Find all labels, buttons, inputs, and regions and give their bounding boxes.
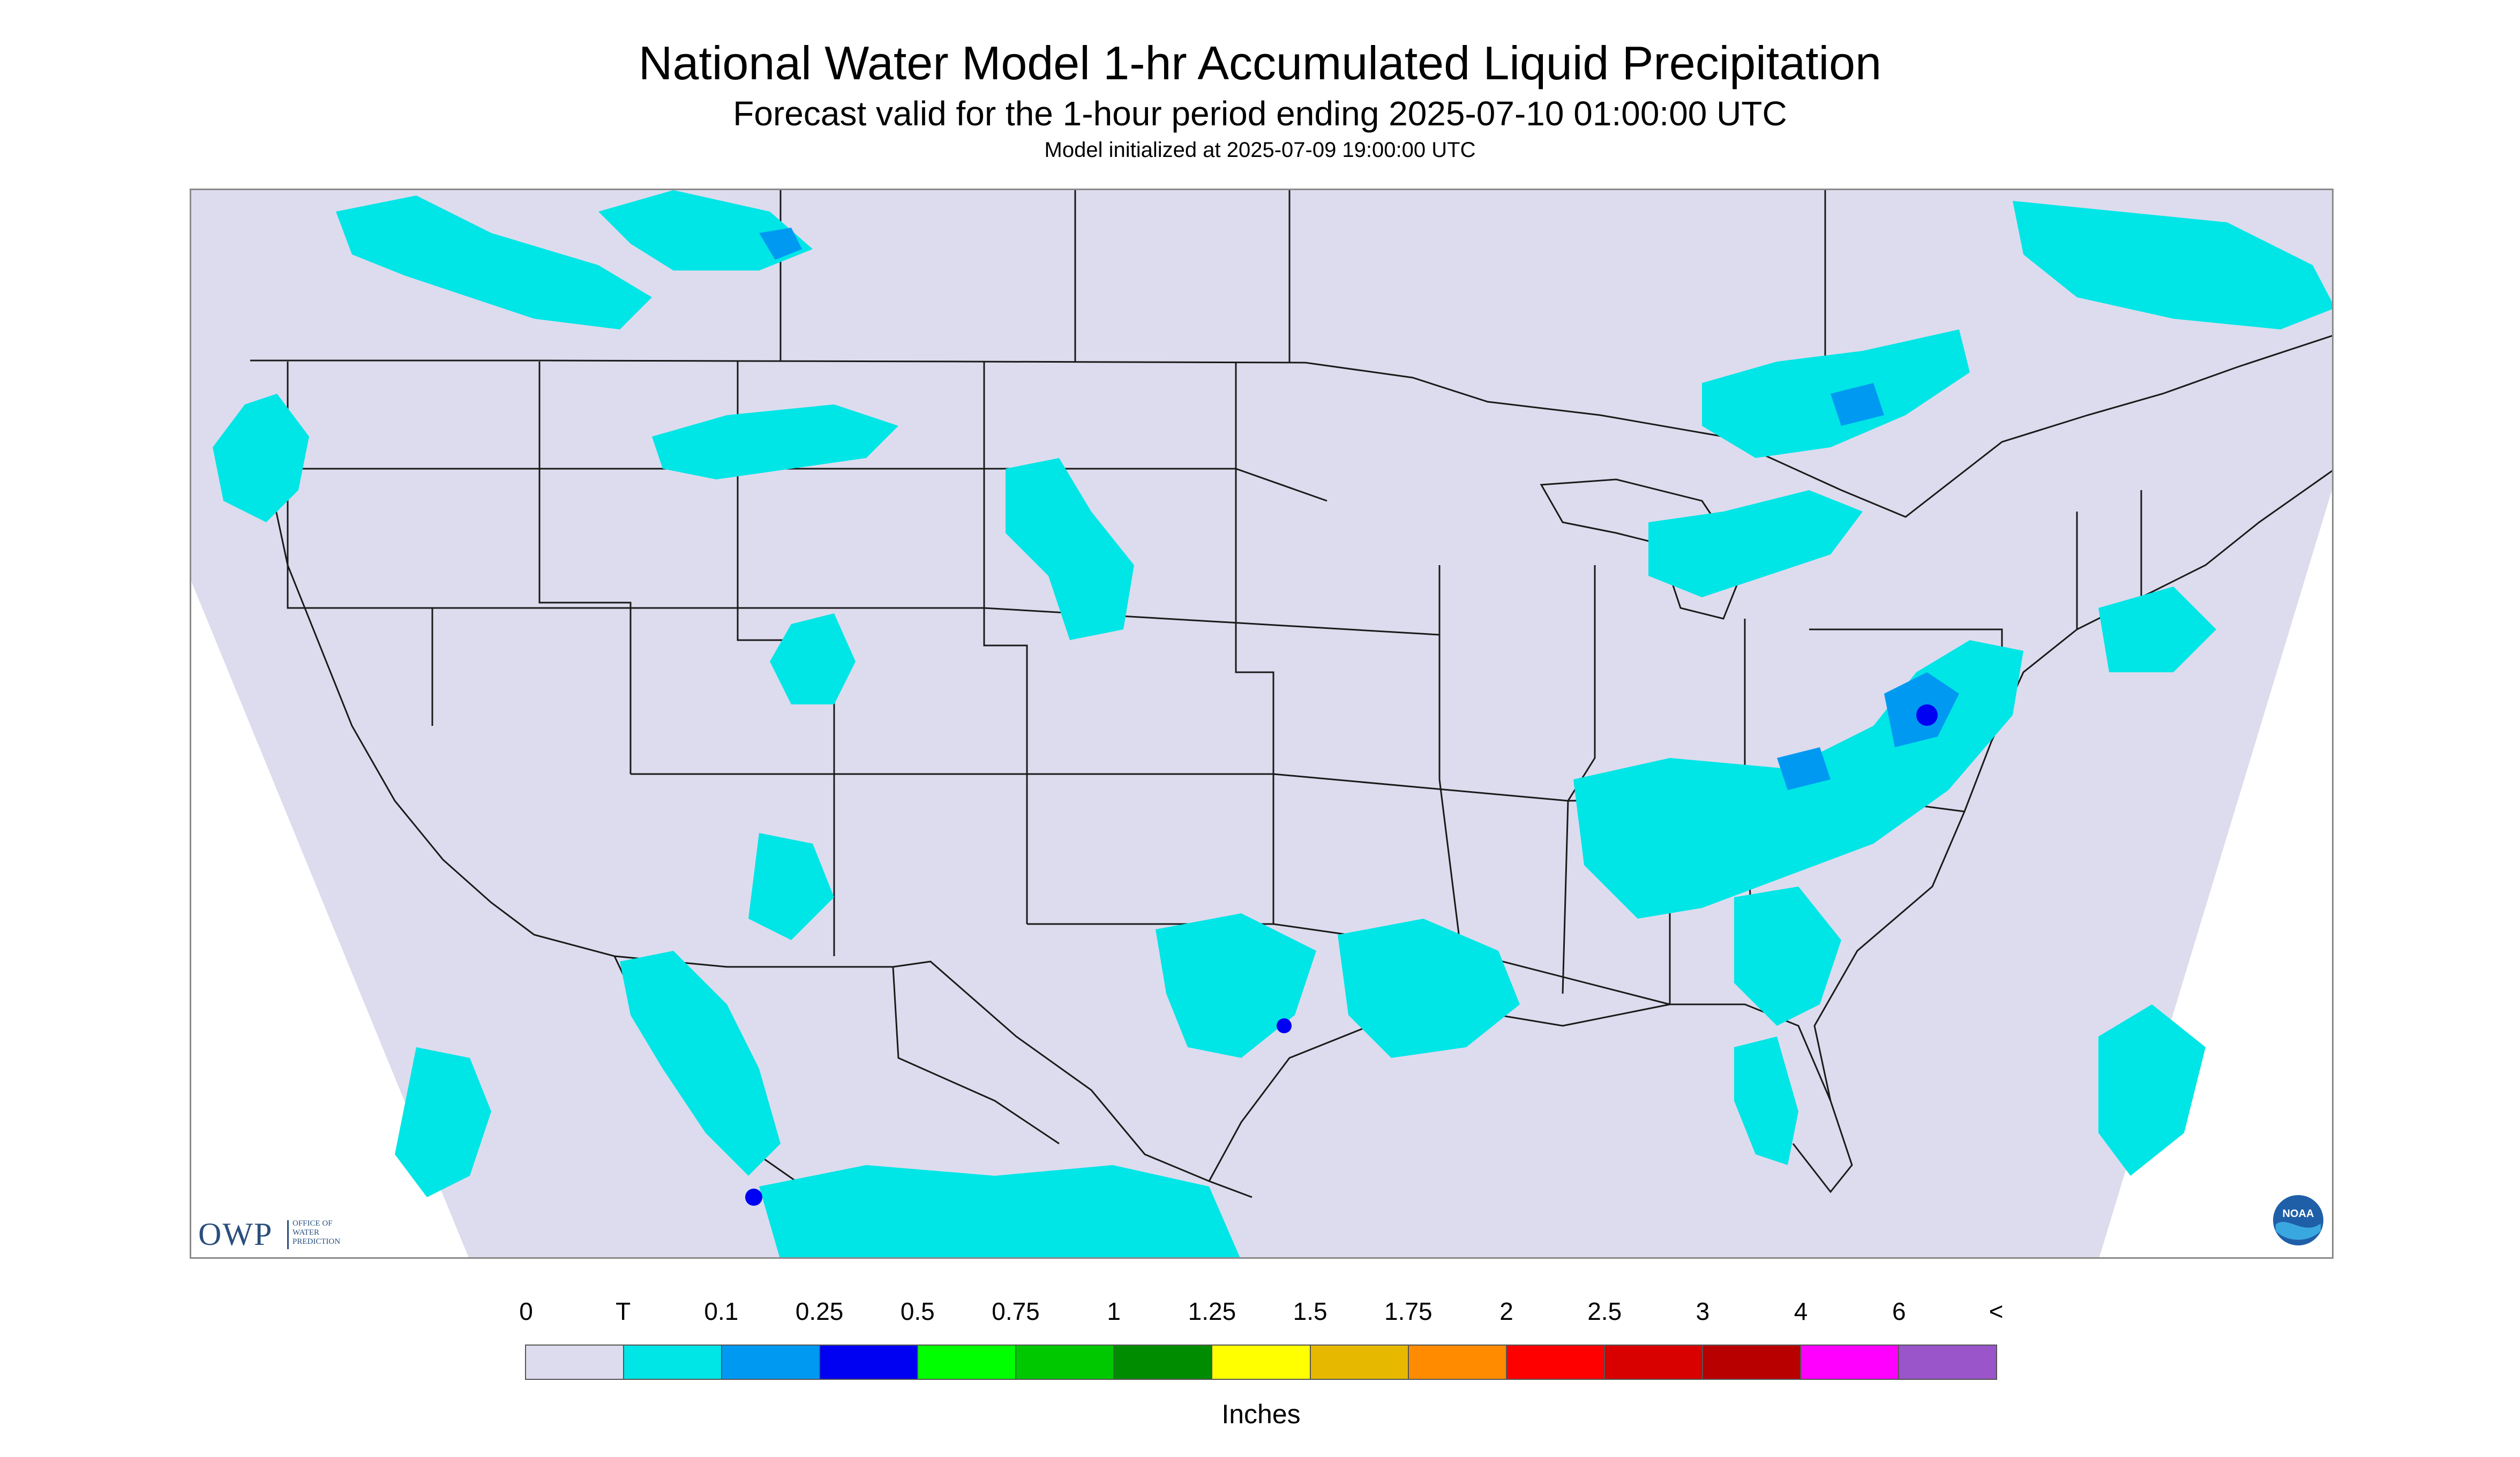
legend-swatch xyxy=(1114,1346,1213,1379)
precipitation-map xyxy=(190,189,2334,1259)
legend-label: 1.75 xyxy=(1384,1297,1432,1325)
legend-swatch xyxy=(1801,1346,1899,1379)
legend-label: 0.75 xyxy=(992,1297,1040,1325)
precip-area-texas xyxy=(1156,913,1316,1058)
legend-swatch xyxy=(1506,1346,1605,1379)
legend-label: 0 xyxy=(519,1297,533,1325)
precip-area-pacific-nw xyxy=(213,394,309,522)
legend-label: T xyxy=(616,1297,631,1325)
precip-heavy-cell-virginia xyxy=(1916,704,1938,726)
legend-swatch xyxy=(820,1346,919,1379)
us-mexico-border xyxy=(534,934,1252,1198)
owp-sub-line-1: OFFICE OF xyxy=(292,1219,333,1228)
legend-label: 4 xyxy=(1794,1297,1808,1325)
precip-area-atlantic-ne xyxy=(2098,587,2216,672)
legend-swatch xyxy=(624,1346,723,1379)
precip-area-sierra-madre xyxy=(620,951,781,1176)
horizontal-state-line-2 xyxy=(432,607,1440,636)
legend-swatch xyxy=(1212,1346,1311,1379)
legend-label: 2 xyxy=(1499,1297,1513,1325)
legend-swatch xyxy=(526,1346,625,1379)
model-domain xyxy=(191,190,2332,1257)
precip-area-canada-west xyxy=(336,196,652,329)
legend-label: 0.1 xyxy=(704,1297,739,1325)
legend-colorbar xyxy=(525,1345,1997,1380)
legend-label: 0.5 xyxy=(900,1297,935,1325)
state-line-plains-2 xyxy=(1438,565,1462,951)
legend-swatch xyxy=(918,1346,1017,1379)
precip-area-alberta xyxy=(598,190,813,271)
precip-heavy-cell-gulf xyxy=(1277,1018,1292,1033)
legend-swatch xyxy=(1899,1346,1996,1379)
legend-label: 6 xyxy=(1892,1297,1906,1325)
legend-labels: 0 T 0.1 0.25 0.5 0.75 1 1.25 1.5 1.75 2 2.5 3 4 6 < xyxy=(519,1296,2003,1328)
precip-area-dakotas xyxy=(1006,458,1134,640)
legend-label: 0.25 xyxy=(795,1297,844,1325)
legend-label: 1 xyxy=(1107,1297,1121,1325)
owp-logo-mark: OWP xyxy=(198,1216,273,1252)
precip-area-quebec xyxy=(2013,201,2332,329)
pacific-coast xyxy=(271,490,535,936)
precip-core-carolina xyxy=(1777,747,1831,790)
state-line-west-2 xyxy=(538,362,632,774)
great-lakes-outline xyxy=(1540,478,1746,620)
precip-area-atlantic xyxy=(2098,1004,2206,1176)
legend-label: 1.5 xyxy=(1293,1297,1328,1325)
owp-logo-divider xyxy=(287,1220,289,1249)
precip-core-manitoba xyxy=(759,228,802,260)
noaa-logo-text: NOAA xyxy=(2283,1208,2314,1220)
legend-swatch xyxy=(1016,1346,1115,1379)
precip-area-baja xyxy=(395,1047,491,1197)
legend-swatch xyxy=(1702,1346,1801,1379)
owp-sub-line-3: PREDICTION xyxy=(292,1237,341,1246)
map-title: National Water Model 1-hr Accumulated Li… xyxy=(638,36,1882,89)
state-line-mountain xyxy=(983,362,1028,924)
precip-area-wyoming xyxy=(770,613,856,704)
precip-heavy-areas xyxy=(745,704,1938,1206)
precip-area-florida xyxy=(1734,1037,1798,1165)
legend-label: < xyxy=(1989,1297,2004,1325)
legend-label: 1.25 xyxy=(1188,1297,1236,1325)
owp-logo-subtext: OFFICE OF WATER PREDICTION xyxy=(292,1219,340,1246)
legend-swatch xyxy=(1604,1346,1703,1379)
model-init-time: Model initialized at 2025-07-09 19:00:00… xyxy=(1044,138,1476,162)
precip-area-arizona xyxy=(748,833,834,940)
precip-core-ontario xyxy=(1831,383,1884,426)
east-state-line-5 xyxy=(2076,490,2142,629)
forecast-valid-time: Forecast valid for the 1-hour period end… xyxy=(733,94,1787,133)
precip-area-montana xyxy=(652,404,898,479)
precip-area-great-lakes xyxy=(1648,490,1863,597)
legend-swatch xyxy=(1408,1346,1507,1379)
owp-logo: OWP OFFICE OF WATER PREDICTION xyxy=(198,1217,370,1251)
legend-label: 3 xyxy=(1696,1297,1710,1325)
map-canvas xyxy=(191,190,2332,1257)
noaa-logo: NOAA xyxy=(2272,1194,2324,1246)
color-legend: 0 T 0.1 0.25 0.5 0.75 1 1.25 1.5 1.75 2 2.5 3 4 6 < Inc… xyxy=(519,1296,2003,1457)
owp-sub-line-2: WATER xyxy=(292,1228,319,1237)
legend-label: 2.5 xyxy=(1587,1297,1622,1325)
legend-swatch xyxy=(1310,1346,1409,1379)
legend-units: Inches xyxy=(1221,1399,1301,1429)
precip-heavy-cell-sinaloa xyxy=(745,1189,762,1206)
horizontal-state-line-1 xyxy=(288,468,1328,502)
precip-area-louisiana xyxy=(1338,919,1520,1058)
precip-area-mexico-south xyxy=(759,1165,1240,1257)
precip-area-georgia-coast xyxy=(1734,887,1841,1026)
state-line-plains-1 xyxy=(1235,362,1274,924)
legend-swatch xyxy=(722,1346,821,1379)
